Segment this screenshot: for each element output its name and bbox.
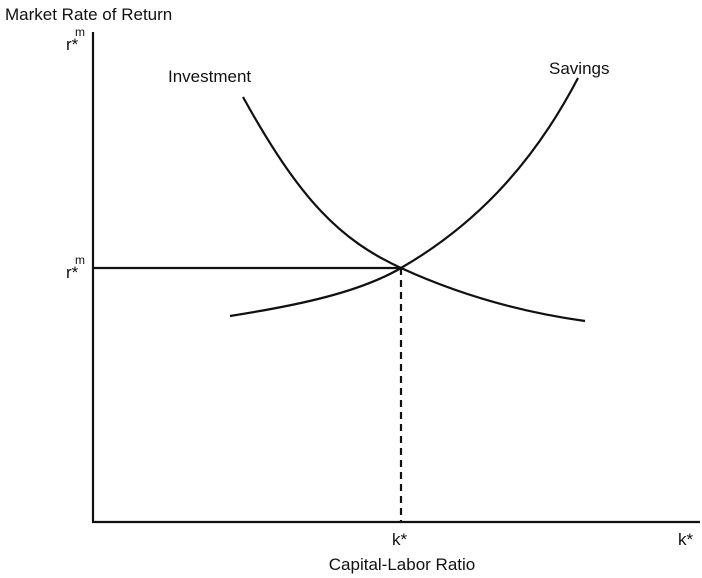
y-end-label: r* [66, 35, 79, 54]
y-axis-label: Market Rate of Return [5, 5, 172, 24]
y-end-superscript: m [75, 25, 85, 39]
savings-label: Savings [549, 59, 609, 78]
equilibrium-r-superscript: m [75, 253, 85, 267]
x-end-label: k* [678, 530, 694, 549]
investment-label: Investment [168, 67, 251, 86]
axes [91, 32, 700, 524]
equilibrium-k-label: k* [392, 530, 408, 549]
equilibrium-r-label: r* [66, 263, 79, 282]
x-axis-label: Capital-Labor Ratio [329, 555, 475, 574]
investment-curve [242, 96, 586, 323]
savings-curve [229, 77, 579, 318]
